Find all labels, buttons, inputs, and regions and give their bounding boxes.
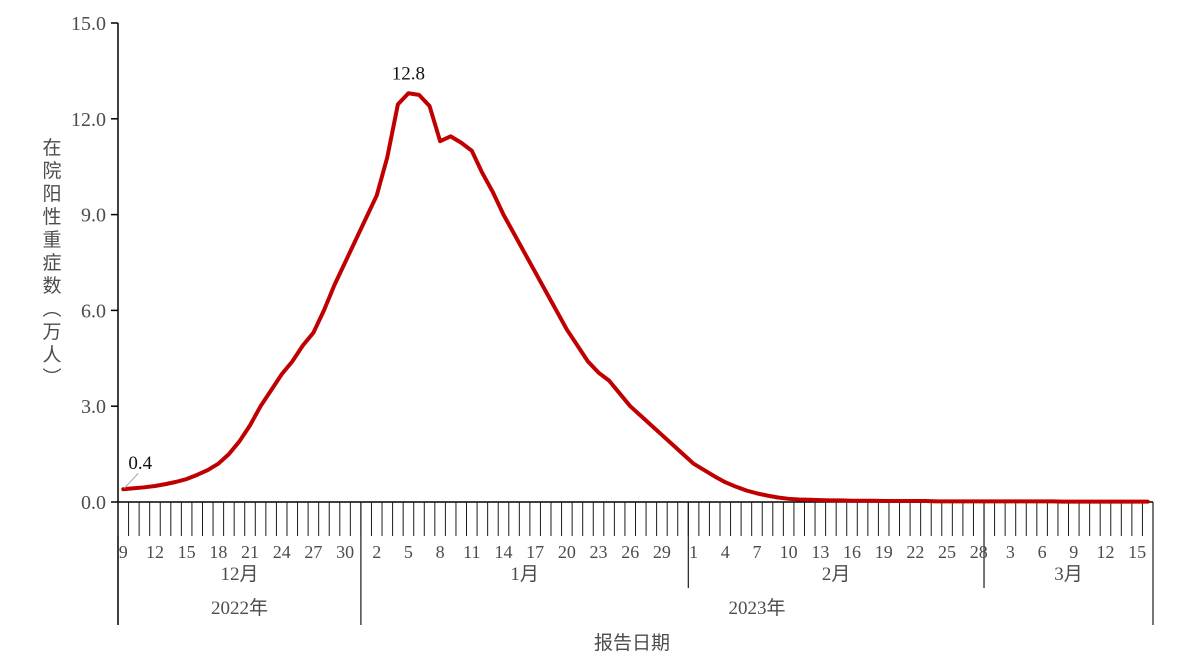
day-tick-label: 4 (721, 542, 730, 562)
day-tick-label: 16 (843, 542, 861, 562)
annotation-peak-value: 12.8 (392, 63, 425, 84)
day-tick-label: 7 (752, 542, 761, 562)
x-axis-dividers (360, 502, 1154, 625)
month-label: 3月 (1054, 564, 1083, 585)
day-tick-label: 19 (875, 542, 893, 562)
y-tick-label: 0.0 (81, 492, 106, 514)
day-tick-label: 14 (494, 542, 512, 562)
y-tick-label: 12.0 (71, 109, 106, 131)
day-tick-label: 5 (404, 542, 413, 562)
x-axis-title-group: 报告日期 (594, 632, 670, 654)
day-tick-label: 15 (1128, 542, 1146, 562)
day-tick-label: 15 (178, 542, 196, 562)
day-tick-label: 12 (146, 542, 164, 562)
day-tick-label: 18 (209, 542, 227, 562)
day-tick-label: 21 (241, 542, 259, 562)
day-tick-label: 9 (1069, 542, 1078, 562)
series (121, 91, 1150, 504)
day-tick-label: 30 (336, 542, 354, 562)
day-tick-label: 10 (780, 542, 798, 562)
day-tick-label: 24 (273, 542, 291, 562)
day-tick-label: 8 (436, 542, 445, 562)
day-tick-label: 28 (970, 542, 988, 562)
day-tick-label: 25 (938, 542, 956, 562)
day-tick-label: 29 (653, 542, 671, 562)
y-axis-ticks: 0.0 3.0 6.0 9.0 12.0 15.0 (71, 13, 118, 514)
month-label: 12月 (220, 564, 258, 585)
day-tick-label: 6 (1038, 542, 1047, 562)
x-axis-title: 报告日期 (594, 632, 670, 654)
year-label: 2023年 (728, 597, 785, 619)
day-tick-label: 27 (304, 542, 322, 562)
day-tick-label: 26 (621, 542, 639, 562)
month-label: 2月 (822, 564, 851, 585)
y-tick-label: 15.0 (71, 13, 106, 35)
y-tick-label: 9.0 (81, 205, 106, 227)
day-tick-label: 9 (119, 542, 128, 562)
annotation-leader-line (123, 472, 139, 489)
series-line-severe-cases (121, 91, 1150, 504)
day-tick-label: 12 (1096, 542, 1114, 562)
month-label: 1月 (510, 564, 539, 585)
y-axis-title: 在院阳性重症数︵万人︶ (42, 137, 61, 389)
day-tick-label: 13 (811, 542, 829, 562)
x-axis-day-ticks (117, 502, 1154, 536)
y-tick-label: 6.0 (81, 300, 106, 322)
day-tick-label: 22 (906, 542, 924, 562)
x-axis-month-labels: 12月 1月 2月 3月 (220, 564, 1082, 585)
y-tick-label: 3.0 (81, 396, 106, 418)
annotations: 0.4 12.8 (123, 63, 425, 489)
y-axis-title-text: 在院阳性重症数︵万人︶ (42, 137, 61, 389)
day-tick-label: 20 (558, 542, 576, 562)
year-label: 2022年 (211, 597, 268, 619)
x-axis-day-labels: 9 12 15 18 21 24 27 30 2 5 8 11 14 17 20 23 26 29 1 4 7 10 13 1… (119, 542, 1146, 562)
day-tick-label: 17 (526, 542, 544, 562)
day-tick-label: 23 (590, 542, 608, 562)
day-tick-label: 2 (372, 542, 381, 562)
day-tick-label: 11 (463, 542, 480, 562)
annotation-start-value: 0.4 (128, 453, 152, 474)
x-axis-year-labels: 2022年 2023年 (211, 597, 786, 619)
day-tick-label: 3 (1006, 542, 1015, 562)
day-tick-label: 1 (689, 542, 698, 562)
